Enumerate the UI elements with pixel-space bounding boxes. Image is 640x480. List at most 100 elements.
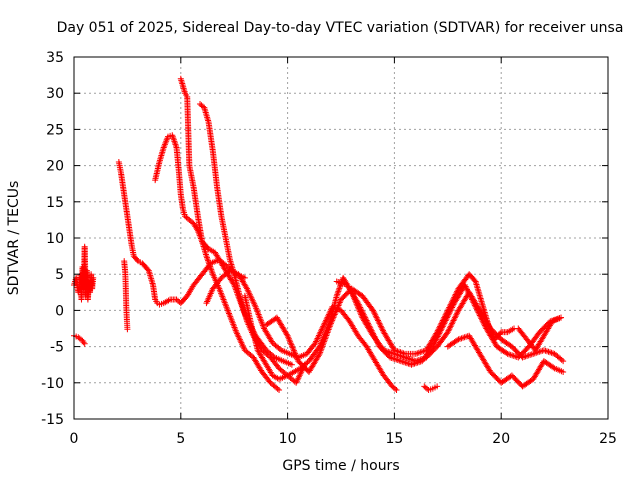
data-point: [336, 301, 343, 308]
data-point: [371, 333, 378, 340]
data-point: [560, 358, 567, 365]
data-point: [327, 321, 334, 328]
series-s4: [121, 258, 131, 333]
data-point: [450, 317, 457, 324]
series-s6: [177, 75, 283, 394]
axis-ticks: [73, 56, 609, 420]
data-point: [434, 383, 441, 390]
data-point: [332, 308, 339, 315]
data-point: [478, 316, 485, 323]
data-point: [467, 293, 474, 300]
data-point: [391, 356, 398, 363]
x-tick-label: 25: [599, 431, 617, 447]
data-point: [292, 352, 299, 359]
data-point: [357, 305, 364, 312]
data-point: [379, 326, 386, 333]
data-point: [293, 353, 300, 360]
data-point: [445, 311, 452, 318]
data-point: [540, 347, 547, 354]
data-point: [329, 317, 336, 324]
data-point: [80, 339, 87, 346]
data-point: [473, 305, 480, 312]
x-tick-label: 10: [279, 431, 297, 447]
data-point: [417, 349, 424, 356]
y-tick-label: 35: [46, 50, 64, 66]
x-tick-label: 20: [492, 431, 510, 447]
data-point: [287, 340, 294, 347]
data-point: [287, 338, 294, 345]
data-point: [449, 304, 456, 311]
data-point: [406, 356, 413, 363]
data-point: [397, 358, 404, 365]
data-point: [362, 314, 369, 321]
data-point: [436, 330, 443, 337]
data-point: [527, 351, 534, 358]
y-tick-label: -15: [41, 412, 64, 428]
data-point: [374, 316, 381, 323]
data-point: [336, 299, 343, 306]
data-point: [460, 334, 467, 341]
data-point: [444, 314, 451, 321]
data-point: [435, 332, 442, 339]
data-point: [471, 302, 478, 309]
data-point: [560, 368, 567, 375]
data-point: [431, 340, 438, 347]
data-point: [394, 357, 401, 364]
data-point: [509, 352, 516, 359]
data-point: [370, 307, 377, 314]
data-point: [365, 320, 372, 327]
data-point: [470, 299, 477, 306]
data-point: [392, 385, 399, 392]
data-point: [373, 314, 380, 321]
y-tick-label: 30: [46, 86, 64, 102]
data-point: [403, 360, 410, 367]
data-point: [400, 359, 407, 366]
y-tick-label: 25: [46, 122, 64, 138]
data-point: [481, 322, 488, 329]
data-point: [503, 349, 510, 356]
series-s14: [515, 314, 565, 354]
data-point: [369, 329, 376, 336]
data-point: [377, 323, 384, 330]
data-point: [330, 314, 337, 321]
series-s5: [152, 132, 295, 368]
data-point: [370, 332, 377, 339]
y-tick-label: 10: [46, 231, 64, 247]
y-tick-label: -5: [50, 340, 64, 356]
data-point: [480, 319, 487, 326]
data-point: [462, 283, 469, 290]
data-point: [448, 321, 455, 328]
data-point: [466, 290, 473, 297]
data-point: [276, 387, 283, 394]
data-point: [433, 336, 440, 343]
data-point: [364, 318, 371, 325]
data-point: [469, 296, 476, 303]
data-point: [434, 333, 441, 340]
data-point: [370, 308, 377, 315]
data-point: [461, 334, 468, 341]
data-point: [372, 336, 379, 343]
data-point: [481, 321, 488, 328]
data-point: [331, 311, 338, 318]
data-point: [447, 307, 454, 314]
data-point: [444, 313, 451, 320]
data-point: [375, 318, 382, 325]
data-point: [276, 346, 283, 353]
data-point: [463, 284, 470, 291]
data-point: [429, 343, 436, 350]
data-point: [440, 321, 447, 328]
data-point: [479, 318, 486, 325]
data-point: [370, 330, 377, 337]
series-s13: [444, 332, 567, 390]
data-point: [441, 320, 448, 327]
data-point: [454, 337, 461, 344]
data-point: [373, 337, 380, 344]
data-point: [469, 297, 476, 304]
data-point: [365, 321, 372, 328]
data-point: [361, 313, 368, 320]
data-point: [558, 356, 565, 363]
data-point: [468, 295, 475, 302]
data-point: [360, 310, 367, 317]
data-point: [446, 310, 453, 317]
data-point: [362, 316, 369, 323]
